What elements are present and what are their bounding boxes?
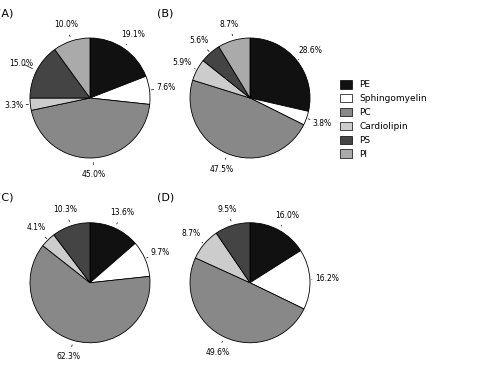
- Text: 49.6%: 49.6%: [205, 341, 230, 357]
- Wedge shape: [219, 38, 250, 98]
- Text: (B): (B): [157, 8, 174, 18]
- Wedge shape: [30, 246, 150, 343]
- Legend: PE, Sphingomyelin, PC, Cardiolipin, PS, PI: PE, Sphingomyelin, PC, Cardiolipin, PS, …: [340, 80, 427, 159]
- Text: 47.5%: 47.5%: [209, 158, 234, 174]
- Wedge shape: [30, 49, 90, 98]
- Text: 9.5%: 9.5%: [218, 205, 237, 221]
- Text: 10.0%: 10.0%: [54, 20, 78, 37]
- Wedge shape: [190, 80, 304, 158]
- Wedge shape: [192, 61, 250, 98]
- Wedge shape: [30, 98, 90, 110]
- Text: 28.6%: 28.6%: [298, 46, 322, 60]
- Wedge shape: [216, 223, 250, 283]
- Wedge shape: [54, 38, 90, 98]
- Text: 4.1%: 4.1%: [26, 224, 46, 239]
- Text: 5.9%: 5.9%: [172, 58, 196, 69]
- Text: 15.0%: 15.0%: [10, 59, 34, 69]
- Wedge shape: [250, 98, 308, 125]
- Text: 3.8%: 3.8%: [308, 119, 332, 129]
- Text: 62.3%: 62.3%: [57, 345, 81, 361]
- Text: 13.6%: 13.6%: [110, 208, 134, 224]
- Wedge shape: [43, 235, 90, 283]
- Text: (C): (C): [0, 193, 14, 203]
- Wedge shape: [203, 47, 250, 98]
- Wedge shape: [190, 258, 304, 343]
- Text: 16.0%: 16.0%: [275, 211, 299, 226]
- Wedge shape: [250, 251, 310, 309]
- Text: 5.6%: 5.6%: [190, 36, 209, 52]
- Text: 8.7%: 8.7%: [220, 20, 239, 36]
- Wedge shape: [90, 38, 146, 98]
- Wedge shape: [54, 223, 90, 283]
- Wedge shape: [196, 233, 250, 283]
- Text: 10.3%: 10.3%: [54, 205, 78, 222]
- Text: 3.3%: 3.3%: [4, 101, 28, 110]
- Wedge shape: [32, 98, 150, 158]
- Text: (D): (D): [157, 193, 174, 203]
- Wedge shape: [90, 76, 150, 104]
- Text: 9.7%: 9.7%: [146, 248, 170, 258]
- Wedge shape: [90, 223, 136, 283]
- Text: 7.6%: 7.6%: [152, 83, 176, 92]
- Wedge shape: [250, 38, 310, 111]
- Text: (A): (A): [0, 8, 14, 18]
- Text: 16.2%: 16.2%: [312, 274, 338, 283]
- Wedge shape: [250, 223, 300, 283]
- Text: 8.7%: 8.7%: [182, 229, 203, 243]
- Text: 45.0%: 45.0%: [82, 162, 106, 179]
- Text: 19.1%: 19.1%: [122, 30, 146, 45]
- Wedge shape: [90, 244, 150, 283]
